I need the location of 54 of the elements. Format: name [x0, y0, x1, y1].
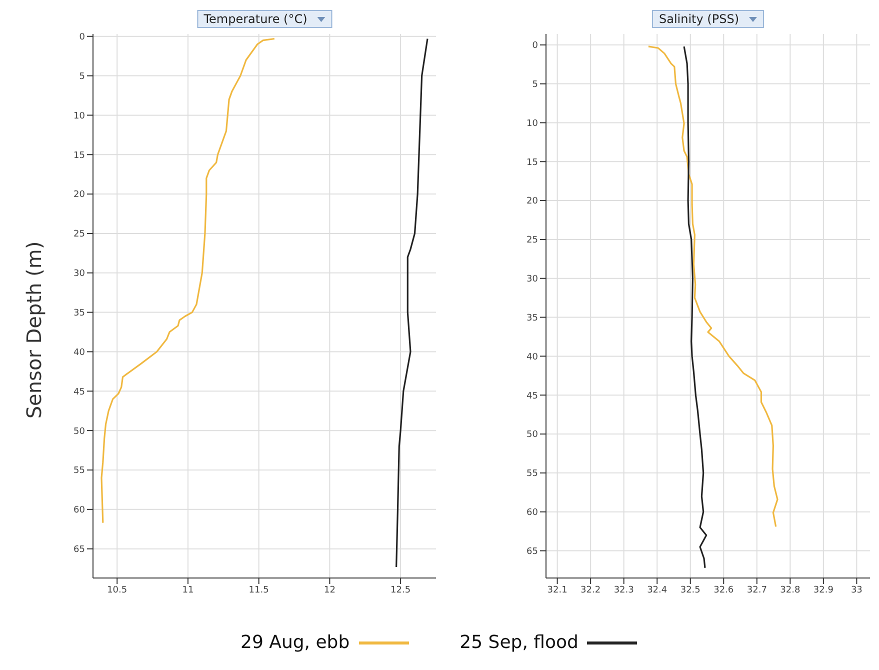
x-tick-label: 32.6: [714, 585, 734, 596]
legend-label: 29 Aug, ebb: [240, 632, 350, 653]
y-tick-label: 55: [526, 469, 538, 480]
y-tick-label: 55: [74, 466, 85, 476]
x-tick-label: 32.4: [647, 585, 668, 596]
y-axis-title: Sensor Depth (m): [22, 241, 46, 419]
x-tick-label: 11: [182, 585, 194, 596]
x-tick-label: 32.1: [547, 585, 568, 596]
y-tick-label: 25: [74, 230, 85, 240]
x-tick-label: 32.9: [813, 585, 834, 596]
y-tick-label: 15: [526, 158, 538, 168]
dropdown-box: Temperature (°C): [196, 10, 332, 28]
x-tick-label: 32.7: [746, 585, 767, 596]
y-tick-label: 25: [526, 236, 538, 246]
legend-label: 25 Sep, flood: [460, 632, 578, 653]
y-tick-label: 50: [526, 430, 538, 440]
y-tick-label: 45: [74, 387, 85, 398]
x-tick-label: 33: [850, 585, 862, 596]
x-tick-label: 32.8: [780, 585, 800, 596]
chart-title: Temperature (°C): [204, 12, 308, 26]
line-series: [648, 46, 778, 528]
x-tick-label: 11.5: [248, 585, 269, 596]
y-tick-label: 30: [74, 269, 86, 280]
x-tick-label: 12: [324, 585, 336, 596]
y-tick-label: 60: [526, 508, 538, 518]
y-tick-label: 5: [79, 72, 85, 82]
x-tick-label: 10.5: [107, 585, 128, 596]
y-tick-label: 20: [74, 190, 86, 200]
x-tick-label: 32.3: [614, 585, 634, 596]
x-tick-label: 32.2: [580, 585, 601, 596]
y-tick-label: 40: [526, 352, 538, 362]
y-tick-label: 30: [526, 274, 538, 285]
y-tick-label: 65: [526, 546, 538, 557]
y-tick-label: 50: [74, 426, 86, 437]
y-tick-label: 0: [532, 41, 538, 52]
y-tick-label: 5: [532, 80, 538, 90]
y-tick-label: 10: [526, 118, 538, 129]
x-tick-label: 12.5: [390, 585, 411, 596]
y-tick-label: 20: [526, 196, 538, 207]
line-series: [396, 38, 428, 568]
y-tick-label: 10: [74, 111, 86, 122]
y-tick-label: 15: [74, 150, 85, 161]
y-tick-label: 65: [74, 545, 85, 556]
x-tick-label: 32.5: [680, 585, 700, 596]
y-tick-label: 40: [74, 348, 86, 358]
line-series: [683, 46, 708, 569]
line-series: [100, 38, 276, 524]
y-tick-label: 60: [74, 506, 86, 516]
dropdown-box: Salinity (PSS): [652, 10, 764, 28]
chart-title: Salinity (PSS): [658, 12, 740, 26]
y-tick-label: 35: [526, 313, 538, 324]
y-tick-label: 35: [74, 308, 85, 318]
y-tick-label: 0: [79, 32, 86, 43]
y-tick-label: 45: [526, 391, 538, 402]
